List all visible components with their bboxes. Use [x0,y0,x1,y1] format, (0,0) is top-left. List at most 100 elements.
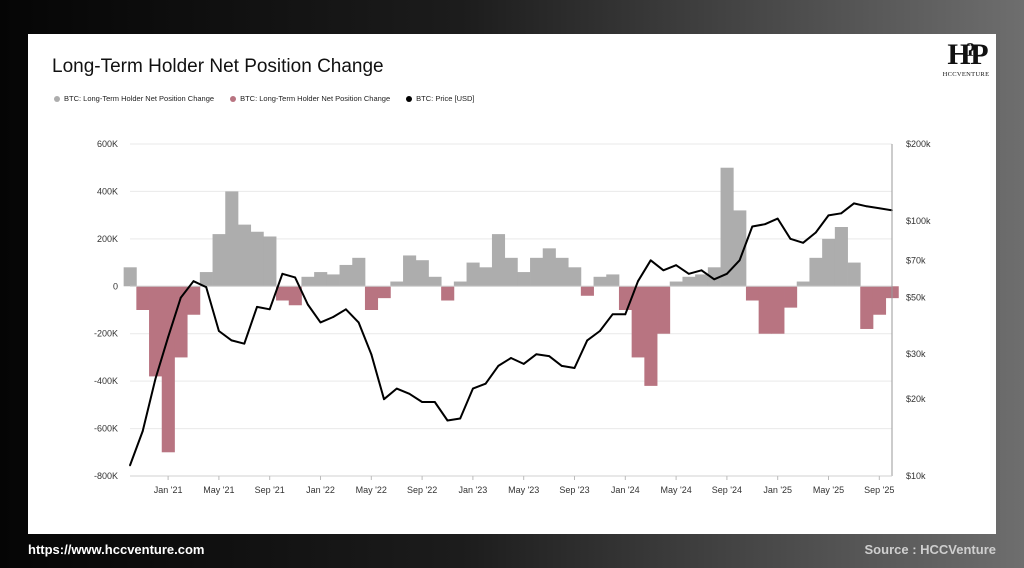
lth-change-negative-bar [276,286,290,301]
axis-layer: 600K 400K 200K 0 -200K -400K -600K -800K $200k $1… [94,139,931,495]
btc-price-point [345,308,347,311]
btc-price-point [294,276,296,279]
lth-change-positive-bar [733,210,747,287]
lth-change-negative-bar [149,286,163,377]
btc-price-point [408,392,411,395]
y-left-tick-label: 400K [97,186,118,196]
x-tick-label: Sep '23 [559,485,589,495]
btc-price-point [611,313,614,316]
chart-plot: 600K 400K 200K 0 -200K -400K -600K -800K $200k $1… [94,139,931,495]
btc-price-point [446,419,449,422]
lth-change-positive-bar [834,227,848,287]
x-tick-label: May '23 [508,485,539,495]
lth-change-positive-bar [326,274,340,287]
btc-price-point [370,353,373,356]
btc-price-point [167,336,170,339]
btc-price-point [421,401,423,403]
lth-change-positive-bar [809,257,823,287]
lth-change-positive-bar [225,191,239,287]
lth-change-positive-bar [517,272,531,287]
lth-change-positive-bar [428,276,442,287]
btc-price-point [548,355,550,358]
lth-change-negative-bar [872,286,887,315]
lth-change-negative-bar [745,286,760,301]
lth-change-positive-bar [568,267,582,287]
lth-change-positive-bar [250,231,264,287]
btc-price-point [878,207,881,210]
btc-price-point [319,321,322,324]
legend-label: BTC: Long-Term Holder Net Position Chang… [240,94,391,103]
btc-price-point [535,353,538,356]
btc-price-point [738,259,741,262]
legend-dot-red-icon [230,95,237,102]
lth-change-negative-bar [187,286,201,315]
lth-change-positive-bar [415,260,429,287]
legend-item-positive[interactable]: BTC: Long-Term Holder Net Position Chang… [54,94,214,103]
btc-price-point [510,357,512,359]
btc-price-point [675,264,677,267]
lth-change-positive-bar [479,267,493,287]
footer-source: Source : HCCVenture [864,542,996,557]
legend-dot-gray-icon [54,95,60,102]
lth-change-positive-bar [796,281,810,287]
btc-price-point [637,280,639,283]
hcc-monogram-logo: HˀP HCCVENTURE [942,40,990,84]
btc-price-point [484,382,487,385]
btc-price-point [814,231,817,234]
btc-price-point [256,305,258,308]
y-right-tick-label: $70k [906,255,926,265]
lth-change-positive-bar [314,272,328,287]
x-tick-label: May '25 [813,485,844,495]
btc-price-point [243,342,246,345]
lth-change-positive-bar [453,281,467,287]
btc-price-point [230,339,233,342]
btc-price-point [700,269,703,272]
x-tick-label: Sep '24 [712,485,742,495]
price-layer [129,202,893,467]
lth-change-negative-bar [644,286,658,386]
logo-text: HCCVENTURE [942,71,990,78]
lth-change-positive-bar [352,257,366,287]
x-tick-label: Sep '21 [255,485,285,495]
lth-change-positive-bar [237,224,252,287]
btc-price-point [726,272,728,275]
btc-price-point [586,339,589,342]
logo-mark-icon: HˀP [947,38,988,71]
lth-change-negative-bar [631,286,645,358]
btc-price-point [459,417,462,420]
x-tick-label: Sep '22 [407,485,437,495]
y-right-tick-label: $20k [906,394,926,404]
lth-change-positive-bar [822,238,836,287]
btc-price-point [599,330,601,332]
y-left-tick-label: -400K [94,376,118,386]
btc-price-point [853,202,855,205]
lth-change-negative-bar [364,286,379,310]
lth-change-positive-bar [263,236,277,287]
x-tick-label: May '22 [356,485,387,495]
y-left-tick-label: 200K [97,234,118,244]
lth-change-negative-bar [377,286,391,299]
legend-label: BTC: Long-Term Holder Net Position Chang… [64,94,215,103]
btc-price-point [141,430,144,432]
lth-change-negative-bar [657,286,671,334]
lth-change-positive-bar [542,248,556,287]
lth-change-positive-bar [720,167,734,287]
footer-website-link[interactable]: https://www.hccventure.com [28,542,205,557]
btc-price-point [624,313,627,316]
btc-price-point [497,365,500,367]
btc-price-point [865,205,868,208]
legend-item-negative[interactable]: BTC: Long-Term Holder Net Position Chang… [230,94,390,103]
legend-dot-black-icon [406,95,413,102]
legend-item-price[interactable]: BTC: Price [USD] [406,94,475,103]
btc-price-point [357,321,360,324]
lth-change-positive-bar [212,234,226,287]
lth-change-positive-bar [491,234,506,287]
btc-price-point [383,398,385,401]
lth-change-negative-bar [860,286,874,329]
lth-change-negative-bar [771,286,785,334]
btc-price-point [522,362,525,365]
btc-price-point [560,365,563,367]
btc-price-point [154,378,157,380]
x-tick-label: May '24 [660,485,691,495]
btc-price-point [764,223,766,226]
